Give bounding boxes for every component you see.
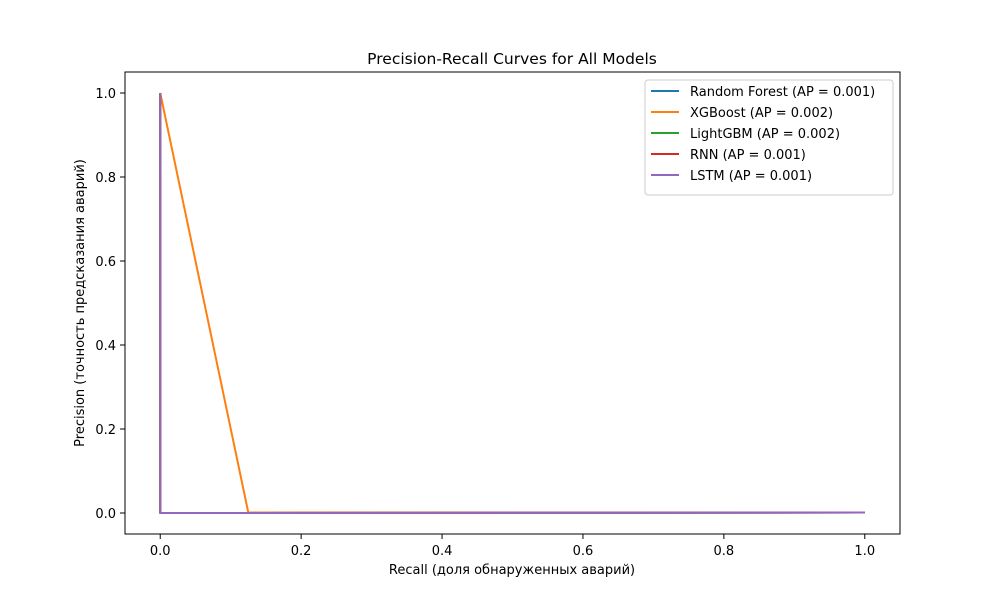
x-axis-label: Recall (доля обнаруженных аварий)	[389, 563, 635, 578]
series-layer	[159, 92, 865, 514]
x-tick-label: 0.4	[432, 544, 453, 559]
x-axis-ticks: 0.0 0.2 0.4 0.6 0.8 1.0	[150, 534, 875, 559]
x-tick-label: 0.0	[150, 544, 171, 559]
x-tick-label: 0.8	[714, 544, 735, 559]
x-tick-label: 1.0	[854, 544, 875, 559]
y-axis-label: Precision (точность предсказания аварий)	[73, 159, 88, 447]
y-tick-label: 0.4	[95, 339, 116, 354]
legend-label-xgboost: XGBoost (AP = 0.002)	[690, 106, 833, 121]
legend-label-rnn: RNN (AP = 0.001)	[690, 148, 806, 163]
y-tick-label: 0.8	[95, 171, 116, 186]
y-tick-label: 0.6	[95, 255, 116, 270]
plot-frame	[124, 71, 901, 535]
y-axis-ticks: 0.0 0.2 0.4 0.6 0.8 1.0	[95, 87, 125, 522]
x-tick-label: 0.2	[291, 544, 312, 559]
legend: Random Forest (AP = 0.001) XGBoost (AP = …	[644, 79, 894, 196]
legend-label-lstm: LSTM (AP = 0.001)	[690, 169, 812, 184]
legend-box	[644, 79, 894, 196]
y-tick-label: 1.0	[95, 87, 116, 102]
x-tick-label: 0.6	[573, 544, 594, 559]
y-tick-label: 0.0	[95, 507, 116, 522]
legend-label-random-forest: Random Forest (AP = 0.001)	[690, 85, 875, 100]
legend-label-lightgbm: LightGBM (AP = 0.002)	[690, 127, 840, 142]
y-tick-label: 0.2	[95, 423, 116, 438]
chart-title: Precision-Recall Curves for All Models	[367, 50, 657, 68]
series-line-lstm	[159, 93, 865, 514]
